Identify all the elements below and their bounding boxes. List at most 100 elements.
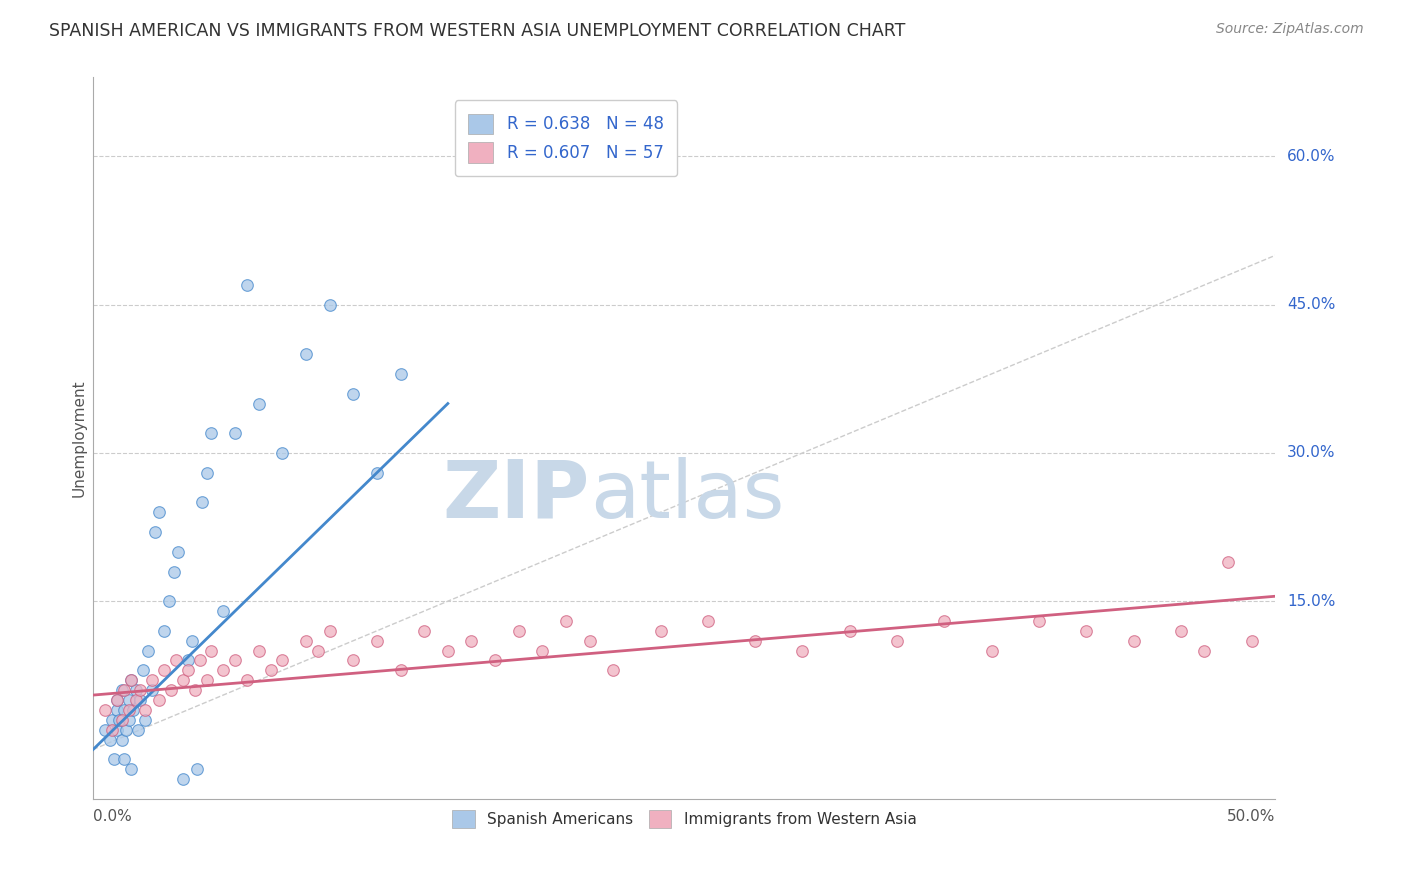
Point <box>134 713 156 727</box>
Point <box>103 752 125 766</box>
Point <box>413 624 436 638</box>
Point <box>177 653 200 667</box>
Point <box>105 693 128 707</box>
Point <box>148 505 170 519</box>
Point <box>105 693 128 707</box>
Point <box>110 713 132 727</box>
Point <box>129 683 152 698</box>
Point <box>484 653 506 667</box>
Point <box>94 703 117 717</box>
Point <box>1194 643 1216 657</box>
Point <box>1028 614 1050 628</box>
Point <box>134 703 156 717</box>
Point <box>184 683 207 698</box>
Point <box>389 367 412 381</box>
Point <box>295 633 318 648</box>
Point <box>200 643 222 657</box>
Legend: Spanish Americans, Immigrants from Western Asia: Spanish Americans, Immigrants from Weste… <box>446 804 922 835</box>
Point <box>110 732 132 747</box>
Point <box>1240 633 1263 648</box>
Point <box>112 752 135 766</box>
Point <box>342 653 364 667</box>
Point <box>247 396 270 410</box>
Point <box>110 683 132 698</box>
Point <box>602 664 624 678</box>
Point <box>838 624 860 638</box>
Point <box>366 466 388 480</box>
Point <box>271 653 294 667</box>
Point <box>129 693 152 707</box>
Point <box>886 633 908 648</box>
Point <box>112 703 135 717</box>
Point <box>122 703 145 717</box>
Point <box>94 723 117 737</box>
Point <box>172 673 194 688</box>
Point <box>934 614 956 628</box>
Point <box>236 673 259 688</box>
Point <box>143 524 166 539</box>
Point <box>650 624 672 638</box>
Point <box>1122 633 1144 648</box>
Point <box>153 624 176 638</box>
Point <box>980 643 1002 657</box>
Point <box>195 673 218 688</box>
Point <box>318 298 340 312</box>
Point <box>696 614 718 628</box>
Point <box>508 624 530 638</box>
Point <box>191 495 214 509</box>
Point <box>105 723 128 737</box>
Point <box>141 673 163 688</box>
Point <box>307 643 329 657</box>
Point <box>195 466 218 480</box>
Point <box>212 664 235 678</box>
Point <box>318 624 340 638</box>
Point <box>1216 555 1239 569</box>
Text: 60.0%: 60.0% <box>1286 149 1336 164</box>
Point <box>437 643 460 657</box>
Point <box>188 653 211 667</box>
Point <box>165 653 187 667</box>
Point <box>115 723 138 737</box>
Point <box>120 673 142 688</box>
Point <box>177 664 200 678</box>
Point <box>247 643 270 657</box>
Point <box>224 653 246 667</box>
Point <box>101 713 124 727</box>
Point <box>259 664 281 678</box>
Point <box>132 664 155 678</box>
Text: 45.0%: 45.0% <box>1286 297 1336 312</box>
Y-axis label: Unemployment: Unemployment <box>72 379 86 497</box>
Point <box>792 643 814 657</box>
Point <box>236 277 259 292</box>
Point <box>141 683 163 698</box>
Point <box>744 633 766 648</box>
Text: atlas: atlas <box>589 457 785 535</box>
Point <box>578 633 600 648</box>
Point <box>101 723 124 737</box>
Point <box>212 604 235 618</box>
Point <box>460 633 482 648</box>
Point <box>153 664 176 678</box>
Point <box>224 426 246 441</box>
Text: ZIP: ZIP <box>443 457 589 535</box>
Point <box>366 633 388 648</box>
Point <box>112 683 135 698</box>
Point <box>118 693 141 707</box>
Point <box>105 703 128 717</box>
Point <box>167 545 190 559</box>
Point <box>200 426 222 441</box>
Point <box>271 446 294 460</box>
Text: 50.0%: 50.0% <box>1227 809 1275 823</box>
Text: SPANISH AMERICAN VS IMMIGRANTS FROM WESTERN ASIA UNEMPLOYMENT CORRELATION CHART: SPANISH AMERICAN VS IMMIGRANTS FROM WEST… <box>49 22 905 40</box>
Point <box>342 386 364 401</box>
Point <box>120 673 142 688</box>
Point <box>531 643 554 657</box>
Text: Source: ZipAtlas.com: Source: ZipAtlas.com <box>1216 22 1364 37</box>
Point <box>1076 624 1098 638</box>
Point <box>160 683 183 698</box>
Point <box>295 347 318 361</box>
Text: 15.0%: 15.0% <box>1286 594 1336 608</box>
Point <box>148 693 170 707</box>
Point <box>389 664 412 678</box>
Point <box>125 693 148 707</box>
